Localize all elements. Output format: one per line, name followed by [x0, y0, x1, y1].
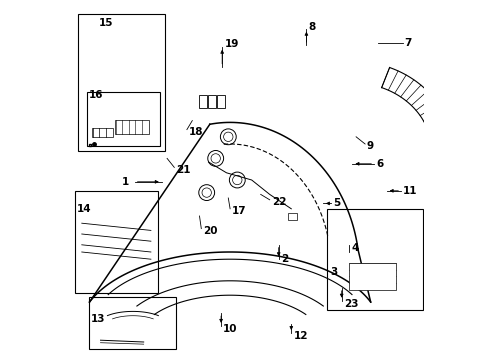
Text: 17: 17 — [232, 206, 246, 216]
Bar — [208, 95, 215, 108]
Text: 14: 14 — [77, 204, 92, 214]
Bar — [75, 191, 158, 293]
Text: 15: 15 — [99, 18, 113, 28]
Text: 10: 10 — [223, 324, 237, 334]
Bar — [326, 209, 422, 310]
Text: 19: 19 — [224, 39, 238, 49]
Text: 5: 5 — [332, 198, 339, 208]
Bar — [78, 14, 165, 151]
Text: 20: 20 — [203, 226, 218, 236]
Text: 8: 8 — [308, 22, 315, 32]
Text: 2: 2 — [281, 254, 288, 264]
Bar — [287, 213, 296, 220]
Text: 1: 1 — [122, 177, 129, 187]
Bar — [217, 95, 224, 108]
Bar — [89, 297, 176, 349]
Text: 18: 18 — [189, 127, 203, 138]
Text: 22: 22 — [271, 197, 286, 207]
Text: 16: 16 — [89, 90, 103, 100]
Text: 3: 3 — [329, 267, 336, 277]
Text: 7: 7 — [404, 38, 411, 48]
Text: 13: 13 — [91, 314, 105, 324]
Text: 12: 12 — [293, 330, 307, 341]
Bar — [91, 128, 113, 137]
Text: 11: 11 — [402, 186, 417, 196]
Bar — [87, 92, 160, 146]
Text: 21: 21 — [176, 165, 191, 175]
Bar — [199, 95, 206, 108]
Bar — [115, 120, 149, 134]
Bar — [348, 263, 395, 290]
Text: 9: 9 — [366, 141, 373, 151]
Text: 4: 4 — [350, 243, 358, 253]
Text: 6: 6 — [375, 159, 383, 169]
Text: 23: 23 — [343, 299, 358, 309]
